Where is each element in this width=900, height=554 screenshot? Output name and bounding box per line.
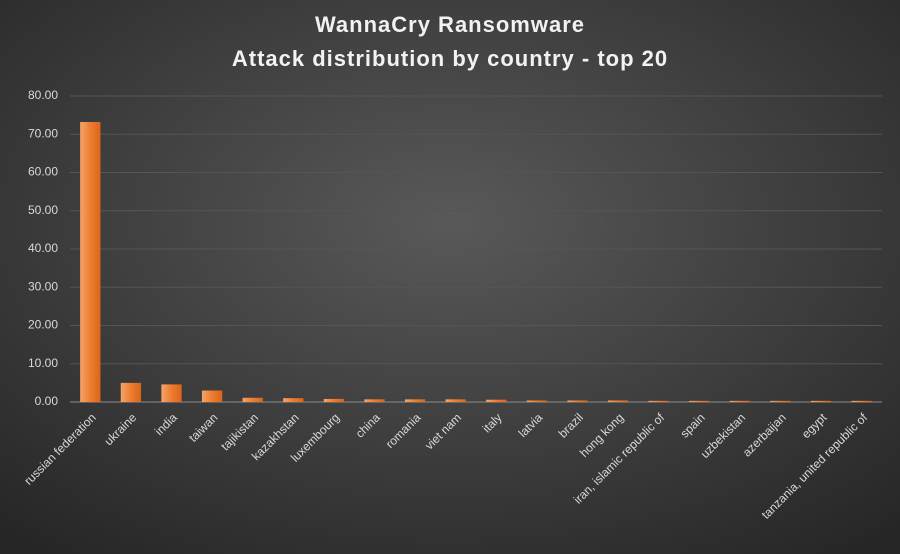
- bar: [445, 399, 466, 402]
- bar: [242, 397, 263, 402]
- bar: [770, 400, 791, 402]
- bar: [486, 399, 507, 402]
- bar: [323, 398, 345, 402]
- bar: [851, 400, 872, 402]
- y-tick-label: 50.00: [28, 203, 58, 217]
- y-tick-label: 40.00: [28, 241, 58, 255]
- y-tick-label: 70.00: [28, 126, 58, 140]
- bar: [283, 398, 304, 402]
- chart-subtitle: Attack distribution by country - top 20: [232, 46, 668, 71]
- bar: [689, 400, 710, 402]
- bar: [404, 399, 426, 402]
- bar: [201, 390, 223, 402]
- bar: [729, 400, 751, 402]
- y-tick-label: 60.00: [28, 165, 58, 179]
- bar: [567, 400, 588, 402]
- y-tick-label: 80.00: [28, 88, 58, 102]
- bar: [526, 400, 548, 402]
- chart-title: WannaCry Ransomware: [315, 12, 585, 37]
- bar: [364, 399, 385, 402]
- bar: [161, 384, 182, 402]
- bar: [810, 400, 832, 402]
- y-tick-label: 20.00: [28, 318, 58, 332]
- y-tick-label: 10.00: [28, 356, 58, 370]
- bar: [80, 122, 101, 402]
- bar: [607, 400, 629, 402]
- bar: [120, 382, 142, 402]
- bar: [648, 400, 669, 402]
- y-tick-label: 0.00: [35, 394, 59, 408]
- y-tick-label: 30.00: [28, 279, 58, 293]
